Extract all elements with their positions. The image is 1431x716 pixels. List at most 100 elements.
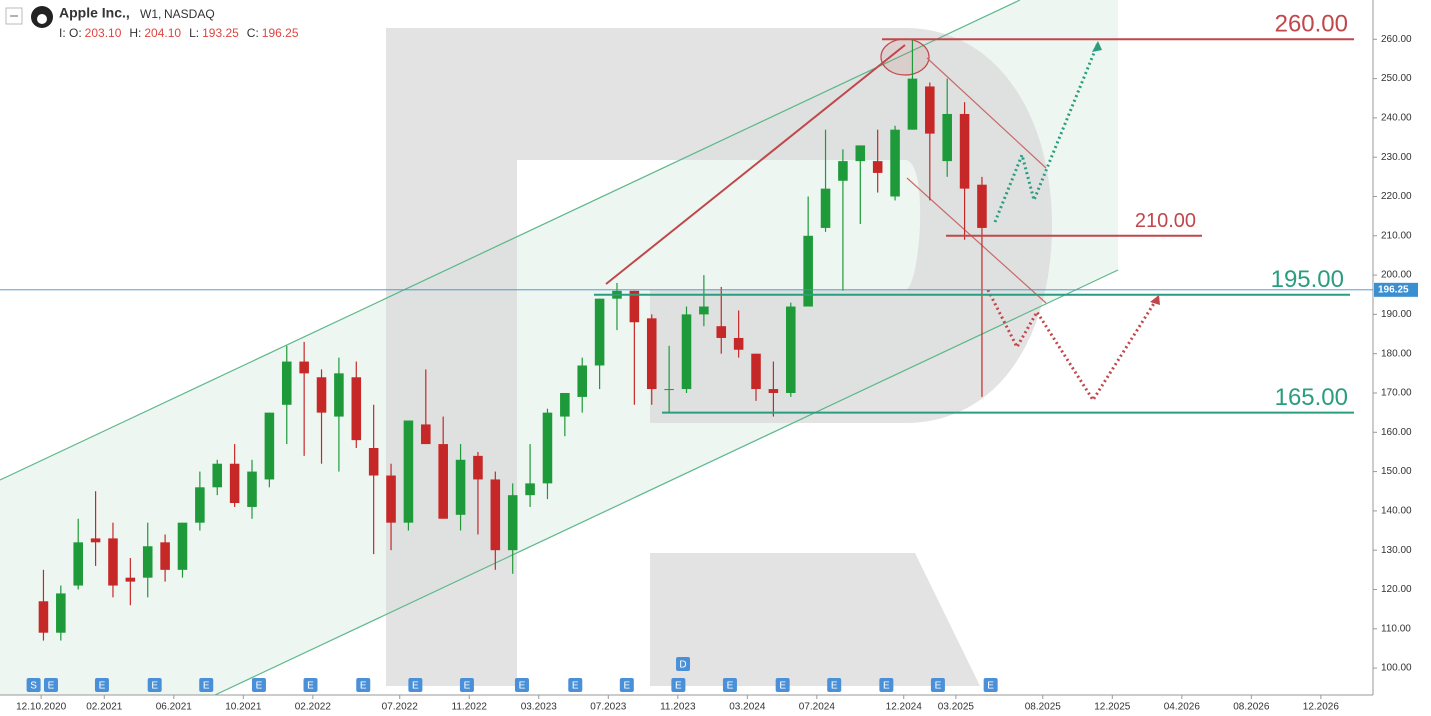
forecast bbox=[986, 41, 1160, 403]
y-tick-label: 230.00 bbox=[1381, 152, 1412, 163]
ohlc-value: 203.10 bbox=[85, 26, 122, 40]
x-tick-label: 03.2024 bbox=[729, 702, 766, 713]
event-label: E bbox=[831, 681, 838, 692]
y-tick-label: 120.00 bbox=[1381, 584, 1412, 595]
event-marker[interactable] bbox=[676, 657, 691, 671]
event-marker[interactable] bbox=[930, 678, 945, 692]
event-marker[interactable] bbox=[827, 678, 842, 692]
candle-body bbox=[855, 145, 866, 162]
event-marker[interactable] bbox=[147, 678, 162, 692]
candle-body bbox=[925, 86, 935, 134]
event-label: E bbox=[99, 681, 106, 692]
candle-body bbox=[542, 412, 553, 484]
exchange: NASDAQ bbox=[164, 7, 215, 21]
event-label: E bbox=[883, 681, 890, 692]
ohlc-value: 193.25 bbox=[202, 26, 239, 40]
y-tick-label: 160.00 bbox=[1381, 427, 1412, 438]
event-marker[interactable] bbox=[43, 678, 58, 692]
event-marker[interactable] bbox=[251, 678, 266, 692]
y-tick-label: 130.00 bbox=[1381, 545, 1412, 556]
candle-body bbox=[507, 495, 518, 551]
candle-body bbox=[38, 601, 49, 633]
event-marker[interactable] bbox=[671, 678, 686, 692]
channel-line bbox=[0, 0, 1021, 481]
watermark bbox=[386, 28, 1052, 686]
event-marker[interactable] bbox=[199, 678, 214, 692]
level-label: 165.00 bbox=[1275, 384, 1348, 411]
candle-body bbox=[108, 538, 118, 586]
candle-body bbox=[316, 377, 327, 413]
level-label: 210.00 bbox=[1135, 210, 1196, 232]
arrow-head bbox=[1092, 41, 1102, 52]
candle-body bbox=[229, 463, 240, 504]
event-marker[interactable] bbox=[775, 678, 790, 692]
candle-body bbox=[733, 337, 744, 350]
event-marker[interactable] bbox=[983, 678, 998, 692]
x-tick-label: 07.2022 bbox=[382, 702, 419, 713]
y-tick-label: 190.00 bbox=[1381, 309, 1412, 320]
candle-body bbox=[716, 326, 727, 338]
candle-body bbox=[281, 361, 292, 405]
x-tick-label: 08.2026 bbox=[1233, 702, 1270, 713]
candle-body bbox=[386, 475, 396, 523]
watermark bbox=[650, 553, 980, 686]
x-tick-label: 11.2023 bbox=[660, 702, 696, 713]
y-tick-label: 140.00 bbox=[1381, 506, 1412, 517]
x-tick-label: 12.2026 bbox=[1303, 702, 1340, 713]
candle-body bbox=[577, 365, 588, 397]
candle-body bbox=[872, 161, 883, 173]
candle-body bbox=[212, 463, 223, 488]
candle-body bbox=[247, 471, 257, 507]
event-marker[interactable] bbox=[94, 678, 109, 692]
y-tick-label: 170.00 bbox=[1381, 388, 1412, 399]
event-marker[interactable] bbox=[459, 678, 474, 692]
bull-path bbox=[993, 42, 1100, 223]
candle-body bbox=[664, 389, 674, 391]
candle-body bbox=[751, 353, 761, 390]
x-tick-label: 03.2025 bbox=[938, 702, 975, 713]
down-channel bbox=[926, 57, 1047, 169]
candle-body bbox=[473, 455, 483, 480]
candle-body bbox=[594, 298, 605, 366]
candle-body bbox=[820, 188, 831, 228]
event-label: E bbox=[307, 681, 314, 692]
event-label: E bbox=[151, 681, 158, 692]
arrow-head bbox=[1150, 295, 1160, 305]
ohlc-name: C: bbox=[247, 26, 259, 40]
x-tick-label: 06.2021 bbox=[156, 702, 193, 713]
ohlc-name: O: bbox=[69, 26, 82, 40]
x-tick-label: 12.2025 bbox=[1094, 702, 1131, 713]
interval: W1, bbox=[140, 7, 161, 21]
event-marker[interactable] bbox=[722, 678, 737, 692]
x-tick-label: 07.2024 bbox=[799, 702, 836, 713]
candle-body bbox=[942, 113, 952, 162]
candle-body bbox=[177, 522, 188, 570]
event-label: E bbox=[412, 681, 419, 692]
event-label: E bbox=[727, 681, 734, 692]
x-tick-label: 10.2021 bbox=[225, 702, 262, 713]
event-marker[interactable] bbox=[514, 678, 529, 692]
event-marker[interactable] bbox=[303, 678, 318, 692]
candle-body bbox=[977, 184, 987, 228]
event-marker[interactable] bbox=[568, 678, 583, 692]
event-label: E bbox=[519, 681, 526, 692]
candle-body bbox=[681, 314, 692, 390]
x-tick-label: 03.2023 bbox=[521, 702, 558, 713]
event-marker[interactable] bbox=[26, 678, 41, 692]
candle-body bbox=[403, 420, 414, 523]
candle-body bbox=[368, 448, 379, 476]
event-marker[interactable] bbox=[619, 678, 634, 692]
x-tick-label: 02.2022 bbox=[295, 702, 332, 713]
x-tick-label: 12.10.2020 bbox=[16, 702, 66, 713]
y-tick-label: 150.00 bbox=[1381, 466, 1412, 477]
candle-body bbox=[125, 577, 136, 582]
x-tick-label: 12.2024 bbox=[886, 702, 923, 713]
event-marker[interactable] bbox=[356, 678, 371, 692]
candle-body bbox=[438, 444, 448, 519]
event-label: E bbox=[779, 681, 786, 692]
candle-body bbox=[959, 113, 970, 189]
event-marker[interactable] bbox=[408, 678, 423, 692]
ohlc-name: H: bbox=[129, 26, 141, 40]
event-marker[interactable] bbox=[879, 678, 894, 692]
candle-body bbox=[142, 546, 153, 578]
